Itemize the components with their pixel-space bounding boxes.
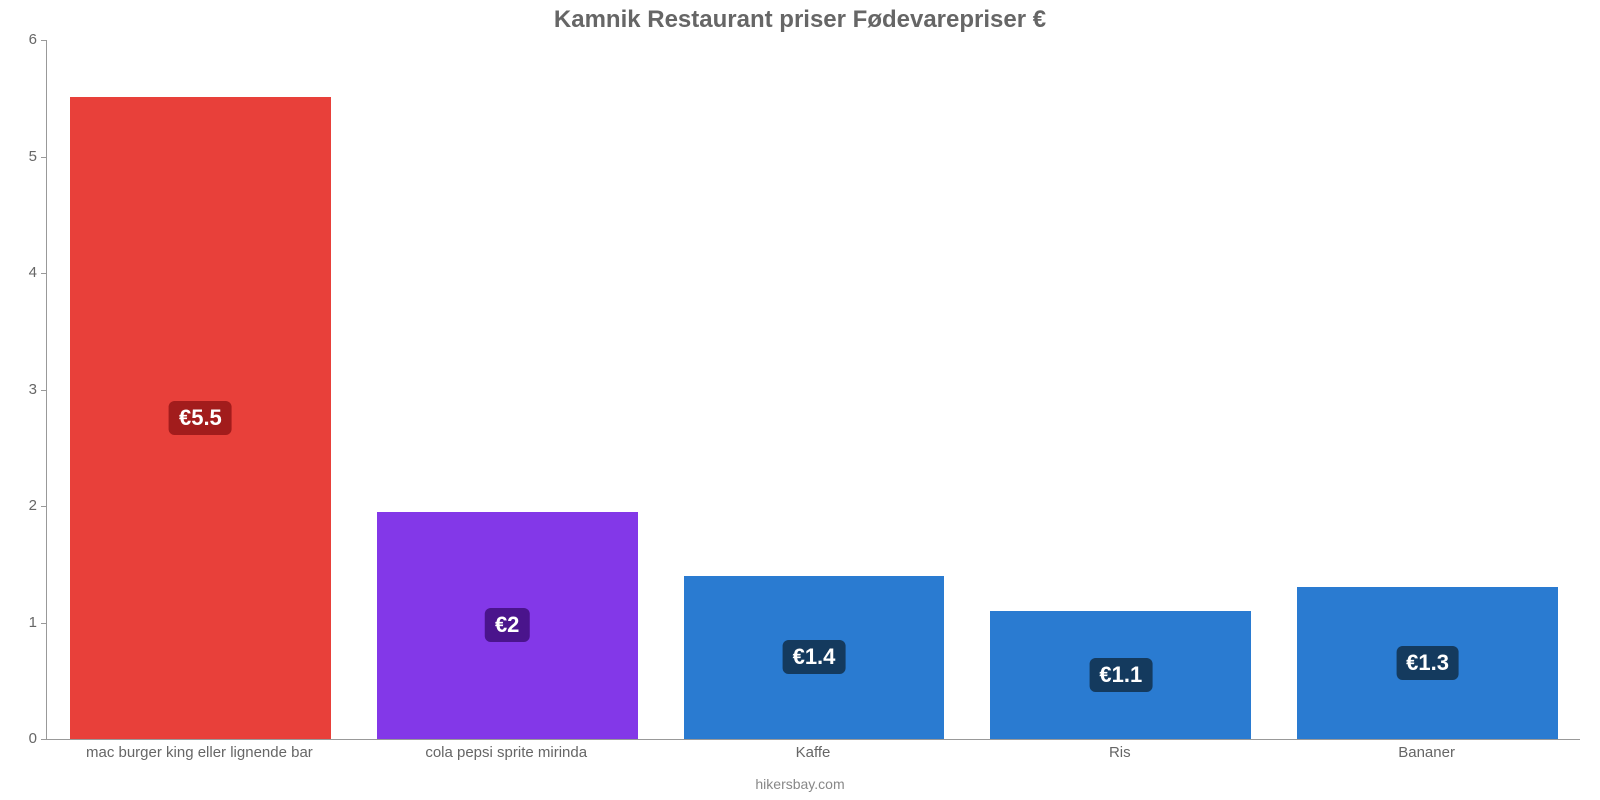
value-badge: €1.4 (783, 640, 846, 674)
value-badge: €1.3 (1396, 646, 1459, 680)
y-tick-label: 0 (7, 730, 37, 747)
value-badge: €2 (485, 608, 529, 642)
y-tick-label: 2 (7, 497, 37, 514)
x-axis-label: Kaffe (796, 744, 831, 761)
x-axis-label: cola pepsi sprite mirinda (425, 744, 587, 761)
y-tick-label: 3 (7, 381, 37, 398)
y-tick-label: 5 (7, 148, 37, 165)
plot-area: €5.5€2€1.4€1.1€1.3 0123456 (46, 40, 1580, 740)
y-tick-label: 1 (7, 614, 37, 631)
value-badge: €1.1 (1089, 658, 1152, 692)
bars-container: €5.5 €2 €1.4 €1.1 €1.3 (47, 40, 1580, 739)
chart-title: Kamnik Restaurant priser Fødevarepriser … (0, 0, 1600, 34)
x-axis-label: Bananer (1398, 744, 1455, 761)
x-axis-label: Ris (1109, 744, 1131, 761)
value-badge: €5.5 (169, 401, 232, 435)
chart-footer: hikersbay.com (0, 776, 1600, 792)
bar-chart: Kamnik Restaurant priser Fødevarepriser … (0, 0, 1600, 800)
x-axis-label: mac burger king eller lignende bar (86, 744, 313, 761)
y-tick-label: 6 (7, 31, 37, 48)
x-axis-labels: mac burger king eller lignende bar cola p… (46, 744, 1580, 766)
y-tick-label: 4 (7, 264, 37, 281)
